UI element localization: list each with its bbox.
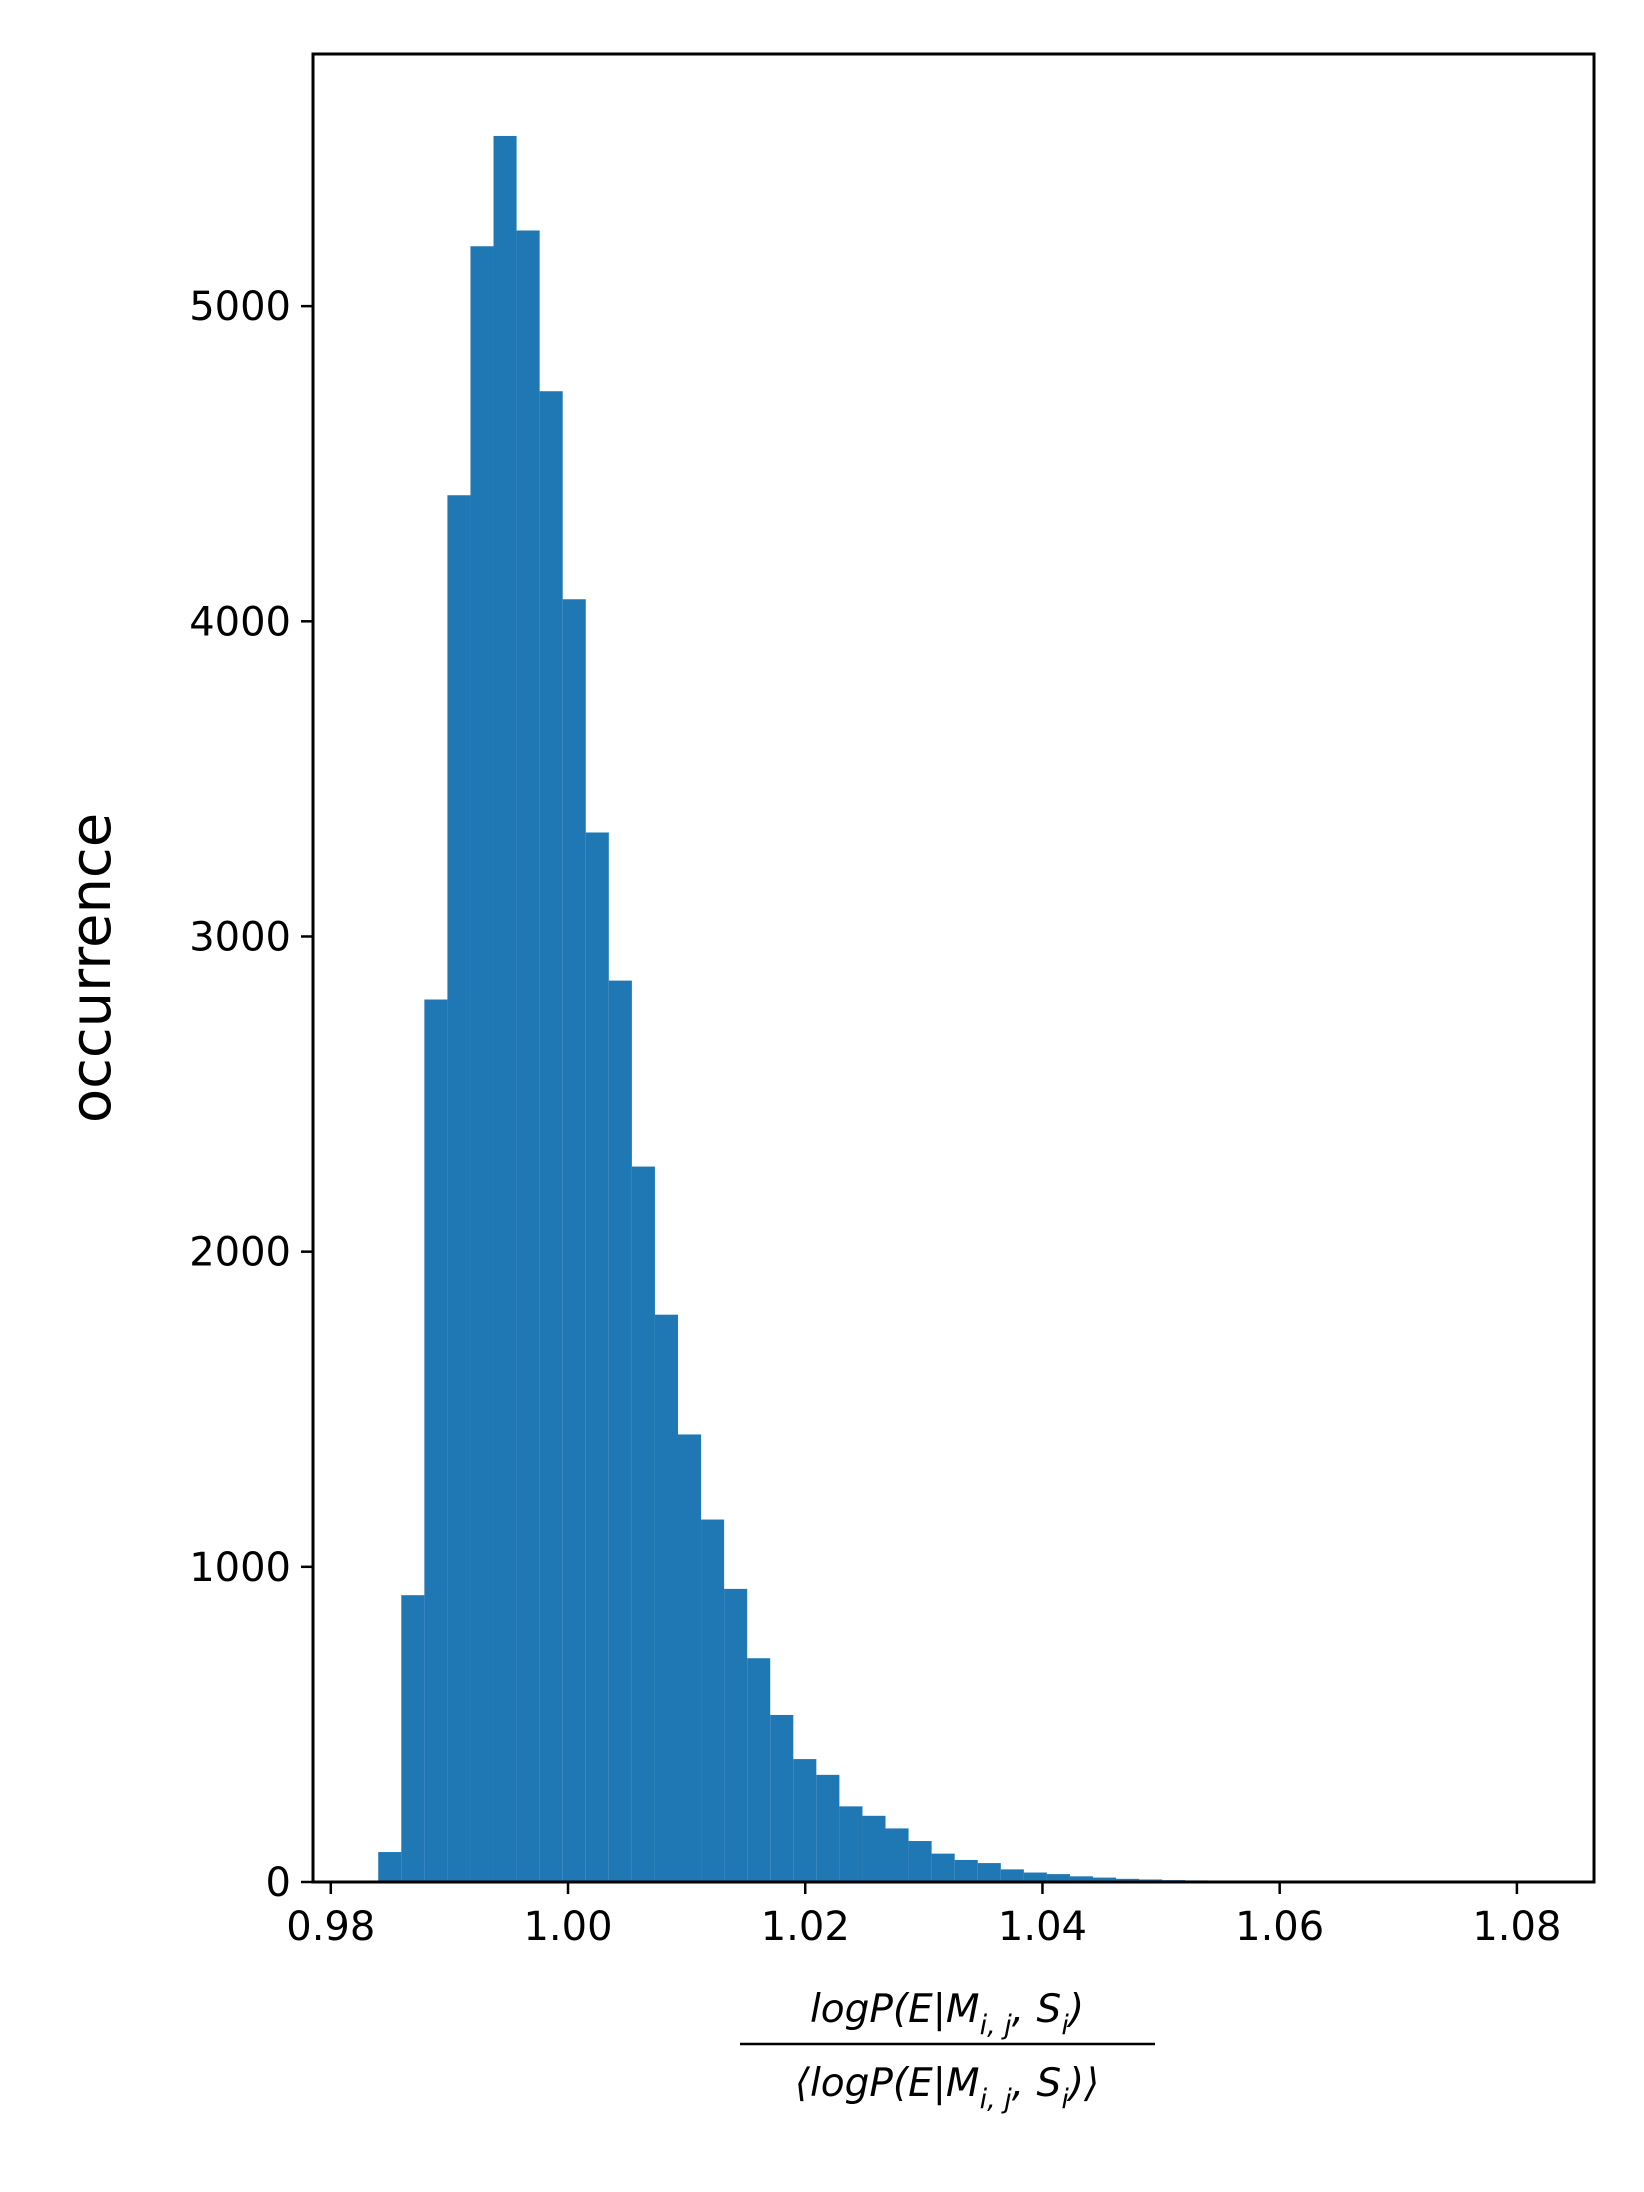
y-tick-label: 3000 xyxy=(189,914,291,960)
x-axis-label-numerator: logP(E|Mi, j, Si) xyxy=(810,1987,1084,2041)
histogram-bar xyxy=(816,1774,840,1882)
histogram-bar xyxy=(378,1852,402,1882)
histogram-bar xyxy=(747,1658,771,1882)
x-tick-label: 1.08 xyxy=(1472,1904,1561,1950)
histogram-bar xyxy=(424,999,448,1882)
plot-frame xyxy=(311,52,1596,1884)
histogram-bar xyxy=(516,230,540,1882)
histogram-bar xyxy=(1000,1869,1024,1882)
x-tick-label: 1.02 xyxy=(761,1904,850,1950)
x-tick-label: 0.98 xyxy=(286,1904,375,1950)
histogram-bar xyxy=(770,1714,794,1882)
histogram-bar xyxy=(493,135,517,1882)
x-tick-label: 1.00 xyxy=(523,1904,612,1950)
histogram-bar xyxy=(631,1166,655,1882)
histogram-bars xyxy=(378,135,1578,1883)
histogram-bar xyxy=(677,1434,702,1882)
x-axis-label: logP(E|Mi, j, Si) ⟨logP(E|Mi, j, Si)⟩ xyxy=(740,1987,1155,2115)
histogram-bar xyxy=(447,495,471,1882)
histogram-bar xyxy=(1093,1877,1117,1882)
histogram-bar xyxy=(562,599,586,1882)
histogram-bar xyxy=(954,1859,978,1882)
histogram-bar xyxy=(839,1806,863,1882)
histogram-bar xyxy=(470,246,494,1883)
y-tick-label: 1000 xyxy=(189,1545,291,1591)
histogram-bar xyxy=(701,1519,725,1882)
y-tick-label: 0 xyxy=(266,1860,291,1906)
histogram-bar xyxy=(539,391,563,1882)
histogram-bar xyxy=(401,1595,425,1882)
histogram-bar xyxy=(585,832,609,1883)
y-tick-label: 5000 xyxy=(189,284,291,330)
histogram-bar xyxy=(1069,1876,1094,1882)
histogram-bar xyxy=(724,1588,748,1882)
x-axis-label-denominator: ⟨logP(E|Mi, j, Si)⟩ xyxy=(795,2061,1100,2115)
y-tick-label: 2000 xyxy=(189,1230,291,1276)
histogram-bar xyxy=(1023,1872,1047,1882)
histogram-bar xyxy=(1116,1878,1140,1882)
histogram-bar xyxy=(977,1863,1001,1882)
x-tick-label: 1.06 xyxy=(1235,1904,1324,1950)
histogram-bar xyxy=(862,1815,886,1882)
y-axis-ticks: 0 1000 2000 3000 4000 5000 xyxy=(189,284,313,1906)
histogram-bar xyxy=(885,1828,909,1882)
x-axis-ticks: 0.98 1.00 1.02 1.04 1.06 1.08 xyxy=(286,1882,1561,1950)
histogram-bar xyxy=(908,1841,932,1882)
y-tick-label: 4000 xyxy=(189,599,291,645)
histogram-bar xyxy=(931,1853,955,1882)
histogram-bar xyxy=(793,1759,817,1882)
histogram-bar xyxy=(1046,1874,1070,1882)
y-axis-label: occurrence xyxy=(59,813,124,1123)
histogram-bar xyxy=(608,980,632,1882)
x-tick-label: 1.04 xyxy=(998,1904,1087,1950)
histogram-bar xyxy=(654,1314,678,1882)
